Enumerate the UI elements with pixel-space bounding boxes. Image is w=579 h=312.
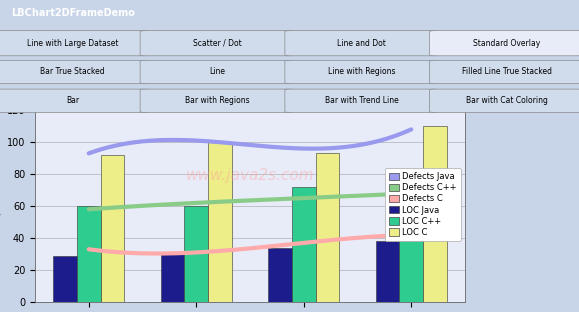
- Text: Bar True Stacked: Bar True Stacked: [40, 67, 105, 76]
- FancyBboxPatch shape: [285, 89, 438, 113]
- Y-axis label: LOC | Defects: LOC | Defects: [0, 171, 1, 238]
- FancyBboxPatch shape: [140, 89, 294, 113]
- Bar: [316, 154, 339, 302]
- Text: www.java2s.com: www.java2s.com: [186, 168, 314, 183]
- Text: Line with Regions: Line with Regions: [328, 67, 395, 76]
- FancyBboxPatch shape: [0, 60, 149, 84]
- FancyBboxPatch shape: [430, 60, 579, 84]
- Bar: [185, 206, 208, 302]
- FancyBboxPatch shape: [0, 31, 149, 56]
- FancyBboxPatch shape: [430, 31, 579, 56]
- Text: Standard Overlay: Standard Overlay: [473, 39, 540, 48]
- Bar: [53, 256, 77, 302]
- Text: Bar with Cat Coloring: Bar with Cat Coloring: [466, 96, 548, 105]
- Bar: [101, 155, 124, 302]
- Text: Bar with Trend Line: Bar with Trend Line: [325, 96, 399, 105]
- Text: Filled Line True Stacked: Filled Line True Stacked: [461, 67, 552, 76]
- Bar: [77, 206, 101, 302]
- FancyBboxPatch shape: [0, 89, 149, 113]
- Text: Scatter / Dot: Scatter / Dot: [193, 39, 241, 48]
- Text: Line: Line: [209, 67, 225, 76]
- Legend: Defects Java, Defects C++, Defects C, LOC Java, LOC C++, LOC C: Defects Java, Defects C++, Defects C, LO…: [384, 168, 461, 241]
- Text: Line with Large Dataset: Line with Large Dataset: [27, 39, 118, 48]
- Text: Bar: Bar: [66, 96, 79, 105]
- Bar: [268, 248, 292, 302]
- Bar: [423, 126, 447, 302]
- Title: Monthly LOC | Defects Programmed: Monthly LOC | Defects Programmed: [151, 94, 350, 104]
- Text: Bar with Regions: Bar with Regions: [185, 96, 250, 105]
- FancyBboxPatch shape: [140, 60, 294, 84]
- FancyBboxPatch shape: [285, 31, 438, 56]
- Bar: [400, 185, 423, 302]
- FancyBboxPatch shape: [430, 89, 579, 113]
- Bar: [376, 241, 400, 302]
- Text: Line and Dot: Line and Dot: [338, 39, 386, 48]
- Bar: [208, 142, 232, 302]
- FancyBboxPatch shape: [285, 60, 438, 84]
- FancyBboxPatch shape: [140, 31, 294, 56]
- Bar: [161, 252, 185, 302]
- Bar: [292, 187, 316, 302]
- Text: LBChart2DFrameDemo: LBChart2DFrameDemo: [12, 8, 135, 18]
